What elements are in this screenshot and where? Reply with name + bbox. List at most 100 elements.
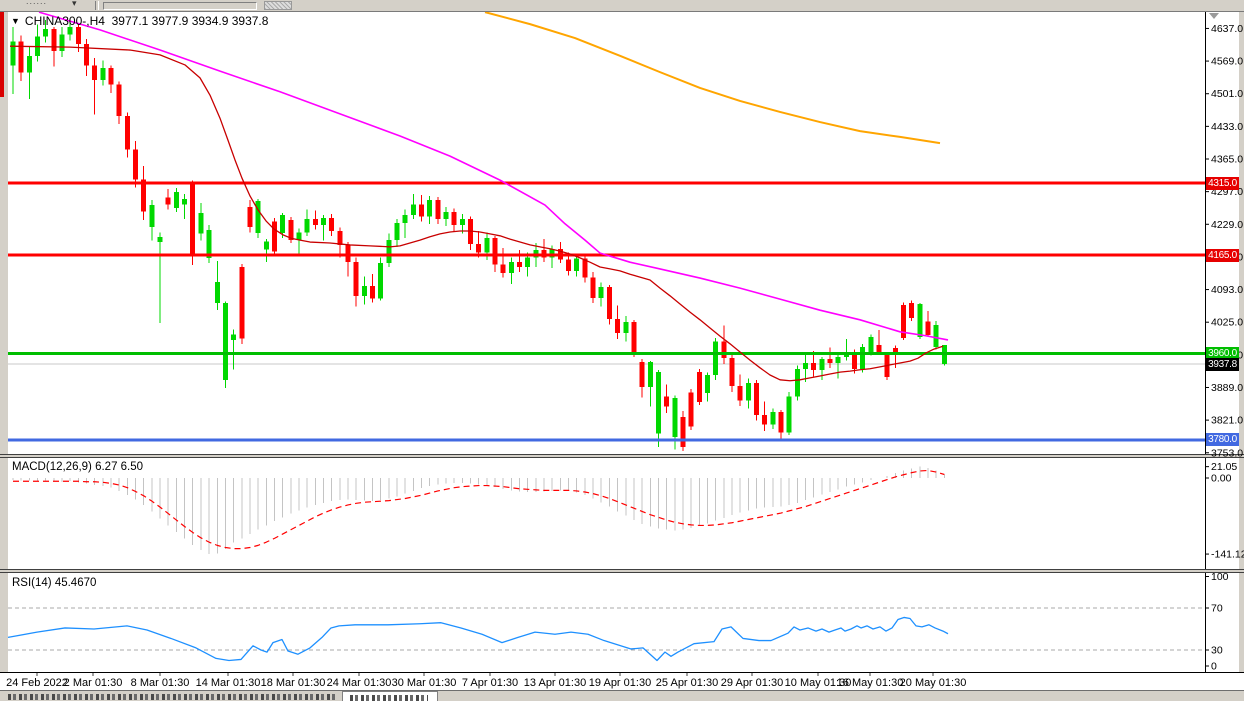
symbol-ohlc-text: CHINA300-,H4 3977.1 3977.9 3934.9 3937.8	[24, 14, 269, 28]
chart-background	[0, 11, 1244, 690]
candle-body	[75, 27, 81, 44]
candle-body	[925, 321, 931, 336]
candle-body	[664, 396, 670, 407]
candle-body	[312, 219, 318, 225]
candle-body	[222, 303, 228, 380]
candle-body	[517, 262, 523, 267]
panel-divider-body	[0, 455, 1244, 457]
candle-body	[231, 334, 237, 340]
bottom-tab-active[interactable]	[342, 691, 438, 701]
candle-body	[255, 201, 261, 233]
candle-body	[672, 398, 678, 437]
candle-body	[598, 287, 604, 299]
rsi-axis-label: 30	[1211, 645, 1223, 657]
time-axis-label: 24 Feb 2022	[6, 677, 68, 689]
candle-body	[427, 199, 433, 217]
candle-body	[116, 84, 122, 116]
time-axis-label: 14 Mar 01:30	[196, 677, 261, 689]
time-axis-label: 2 Mar 01:30	[64, 677, 123, 689]
candle-body	[606, 287, 612, 319]
candle-body	[704, 375, 710, 394]
time-axis-label: 29 Apr 01:30	[721, 677, 783, 689]
candle-body	[933, 325, 939, 348]
price-axis-label: 4569.0	[1211, 56, 1243, 68]
candle-body	[639, 362, 645, 387]
candle-body	[770, 411, 776, 425]
bottom-tab-active-text	[350, 695, 428, 701]
panel-divider-body	[0, 570, 1244, 572]
toolbar-field[interactable]	[103, 2, 257, 10]
candle-body	[280, 215, 286, 233]
ma-long-line	[484, 11, 941, 145]
candle-body	[337, 231, 343, 245]
price-level-badge: 4315.0	[1206, 176, 1239, 190]
candle-body	[647, 362, 653, 387]
scroll-end-marker-icon[interactable]	[1209, 13, 1219, 19]
time-axis-label: 20 May 01:30	[900, 677, 967, 689]
candle-body	[500, 264, 506, 273]
candle-body	[868, 337, 874, 352]
time-axis-label: 10 May 01:30	[785, 677, 852, 689]
price-axis-label: 4433.0	[1211, 121, 1243, 133]
candle-body	[18, 41, 24, 73]
candle-body	[182, 198, 188, 205]
toolbar-grip-icon[interactable]: ......	[26, 0, 48, 6]
time-axis-label: 13 Apr 01:30	[524, 677, 586, 689]
toolbar-pattern-box[interactable]	[264, 1, 292, 10]
rsi-axis-label: 70	[1211, 603, 1223, 615]
candle-body	[329, 218, 335, 231]
candle-body	[149, 205, 155, 228]
candle-body	[549, 248, 555, 258]
candle-body	[901, 304, 907, 339]
symbol-title: ▼ CHINA300-,H4 3977.1 3977.9 3934.9 3937.…	[11, 14, 268, 28]
rsi-label: RSI(14) 45.4670	[12, 577, 97, 589]
candle-body	[688, 392, 694, 427]
candle-body	[762, 414, 768, 425]
candle-body	[827, 359, 833, 363]
candle-body	[239, 267, 245, 339]
candle-body	[566, 259, 572, 271]
candle-body	[443, 211, 449, 219]
price-level-badge: 4165.0	[1206, 248, 1239, 262]
candle-body	[476, 243, 482, 253]
candle-body	[819, 359, 825, 371]
candle-body	[786, 396, 792, 433]
candle-body	[860, 347, 866, 369]
candle-body	[737, 386, 743, 401]
candle-body	[141, 179, 147, 212]
price-level-badge: 3960.0	[1206, 346, 1239, 360]
time-axis-label: 25 Apr 01:30	[656, 677, 718, 689]
candle-body	[51, 28, 57, 51]
candle-body	[451, 211, 457, 225]
candle-body	[680, 416, 686, 447]
symbol-dropdown-icon[interactable]: ▼	[11, 16, 20, 26]
bottom-tabs-inactive[interactable]	[8, 694, 336, 700]
toolbar-dropdown-icon[interactable]: ▾	[72, 0, 77, 8]
price-level-badge: 3937.8	[1206, 357, 1239, 371]
left-edge-strip	[0, 11, 8, 672]
right-edge-strip	[1239, 11, 1244, 672]
price-axis-label: 4093.0	[1211, 284, 1243, 296]
price-axis-label: 3889.0	[1211, 382, 1243, 394]
toolbar-strip: ...... ▾	[0, 0, 1244, 12]
candle-body	[843, 353, 849, 358]
candle-body	[917, 303, 923, 338]
price-axis-label: 4501.0	[1211, 88, 1243, 100]
candle-body	[92, 65, 98, 80]
candle-body	[778, 411, 784, 433]
candle-body	[582, 258, 588, 278]
candle-body	[320, 218, 326, 225]
candle-body	[713, 341, 719, 375]
price-axis-label: 4637.0	[1211, 23, 1243, 35]
candle-body	[802, 363, 808, 369]
left-edge-accent	[0, 11, 4, 97]
candle-body	[133, 149, 139, 180]
candle-body	[909, 303, 915, 318]
macd-signal-line	[13, 469, 945, 550]
candle-body	[43, 28, 49, 37]
macd-label: MACD(12,26,9) 6.27 6.50	[12, 461, 144, 473]
candle-body	[108, 67, 114, 85]
time-axis-label: 19 Apr 01:30	[589, 677, 651, 689]
macd-axis-label: -141.12	[1211, 549, 1244, 561]
